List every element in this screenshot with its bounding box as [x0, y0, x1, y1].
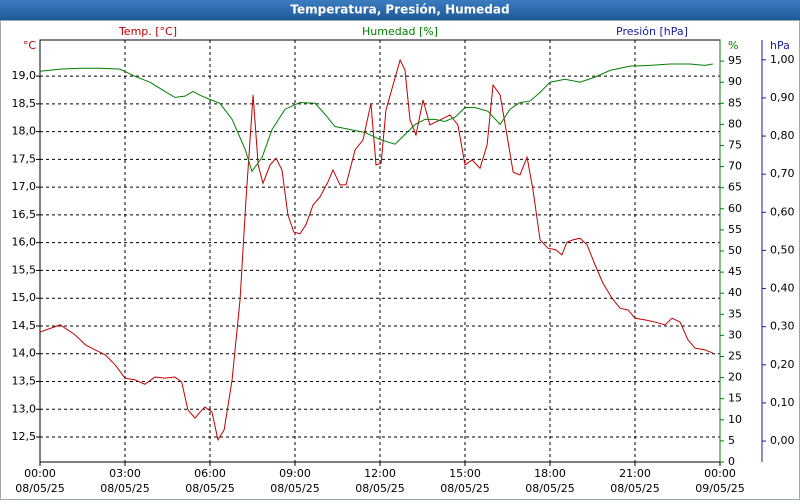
y2-tick-label: 90 [728, 75, 742, 88]
y-tick-label: 18,5 [12, 97, 37, 110]
y-tick-label: 19,0 [12, 69, 37, 82]
y-tick-label: 14,0 [12, 347, 37, 360]
x-tick-label: 03:00 08/05/25 [100, 467, 149, 495]
y3-tick-label: 0,20 [770, 358, 795, 371]
y-tick-label: 18,0 [12, 125, 37, 138]
y2-tick-label: 85 [728, 96, 742, 109]
x-tick-label-line: 08/05/25 [15, 482, 64, 495]
data-line [39, 63, 713, 173]
y3-tick-label: 0,30 [770, 320, 795, 333]
y3-tick-label: 0,00 [770, 434, 795, 447]
x-tick-label: 12:00 08/05/25 [355, 467, 404, 495]
y-tick-label: 14,5 [12, 319, 37, 332]
y-tick-label: 12,5 [12, 430, 37, 443]
y-tick-label: 17,0 [12, 180, 37, 193]
legend-label: Humedad [%] [362, 25, 438, 38]
x-tick-label-line: 06:00 [194, 467, 226, 480]
x-tick-label-line: 08/05/25 [525, 482, 574, 495]
y-tick-label: 15,5 [12, 263, 37, 276]
x-tick-label: 18:00 08/05/25 [525, 467, 574, 495]
x-tick-label: 06:00 08/05/25 [185, 467, 234, 495]
y3-tick-label: 0,70 [770, 167, 795, 180]
y2-tick-label: 80 [728, 117, 742, 130]
y2-tick-label: 30 [728, 328, 742, 341]
x-tick-label-line: 09/05/25 [695, 482, 744, 495]
x-tick-label-line: 00:00 [704, 467, 736, 480]
y2-tick-label: 5 [728, 434, 735, 447]
legend-label: Temp. [°C] [118, 25, 177, 38]
y3-tick-label: 0,40 [770, 282, 795, 295]
x-tick-label: 09:00 08/05/25 [270, 467, 319, 495]
x-tick-label-line: 08/05/25 [270, 482, 319, 495]
y2-tick-label: 65 [728, 181, 742, 194]
x-tick-label-line: 08/05/25 [185, 482, 234, 495]
x-tick-label-line: 03:00 [109, 467, 141, 480]
y3-tick-label: 0,50 [770, 243, 795, 256]
y-tick-label: 13,5 [12, 374, 37, 387]
y-tick-label: 15,0 [12, 291, 37, 304]
y2-tick-label: 25 [728, 350, 742, 363]
y-tick-label: 16,5 [12, 208, 37, 221]
y2-tick-label: 60 [728, 202, 742, 215]
y3-tick-label: 0,90 [770, 91, 795, 104]
chart-title: Temperatura, Presión, Humedad [290, 3, 509, 17]
x-tick-label: 00:00 08/05/25 [15, 467, 64, 495]
y2-tick-label: 70 [728, 160, 742, 173]
x-tick-label: 00:00 09/05/25 [695, 467, 744, 495]
y2-tick-label: 40 [728, 286, 742, 299]
y2-tick-label: 50 [728, 244, 742, 257]
x-tick-label-line: 08/05/25 [355, 482, 404, 495]
y2-tick-label: 20 [728, 371, 742, 384]
y3-unit: hPa [770, 39, 790, 52]
y2-tick-label: 0 [728, 455, 735, 468]
y2-tick-label: 45 [728, 265, 742, 278]
y2-tick-label: 75 [728, 139, 742, 152]
x-tick-label-line: 09:00 [279, 467, 311, 480]
x-tick-label-line: 08/05/25 [610, 482, 659, 495]
y2-tick-label: 35 [728, 307, 742, 320]
legend-label: Presión [hPa] [616, 25, 688, 38]
x-tick-label: 21:00 08/05/25 [610, 467, 659, 495]
y-unit: °C [23, 39, 37, 52]
y3-tick-label: 1,00 [770, 53, 795, 66]
x-tick-label-line: 08/05/25 [440, 482, 489, 495]
y3-tick-label: 0,60 [770, 205, 795, 218]
y-tick-label: 13,0 [12, 402, 37, 415]
x-tick-label-line: 08/05/25 [100, 482, 149, 495]
y3-tick-label: 0,80 [770, 129, 795, 142]
y-tick-label: 17,5 [12, 152, 37, 165]
title-bar [0, 0, 800, 20]
data-line [39, 58, 714, 442]
y2-tick-label: 15 [728, 392, 742, 405]
x-tick-label-line: 12:00 [364, 467, 396, 480]
y2-unit: % [728, 39, 738, 52]
x-tick-label-line: 18:00 [534, 467, 566, 480]
y3-tick-label: 0,10 [770, 396, 795, 409]
x-tick-label-line: 00:00 [24, 467, 56, 480]
y2-tick-label: 55 [728, 223, 742, 236]
y2-tick-label: 95 [728, 54, 742, 67]
x-tick-label-line: 21:00 [619, 467, 651, 480]
y2-tick-label: 10 [728, 413, 742, 426]
x-tick-label: 15:00 08/05/25 [440, 467, 489, 495]
y-tick-label: 16,0 [12, 236, 37, 249]
x-tick-label-line: 15:00 [449, 467, 481, 480]
